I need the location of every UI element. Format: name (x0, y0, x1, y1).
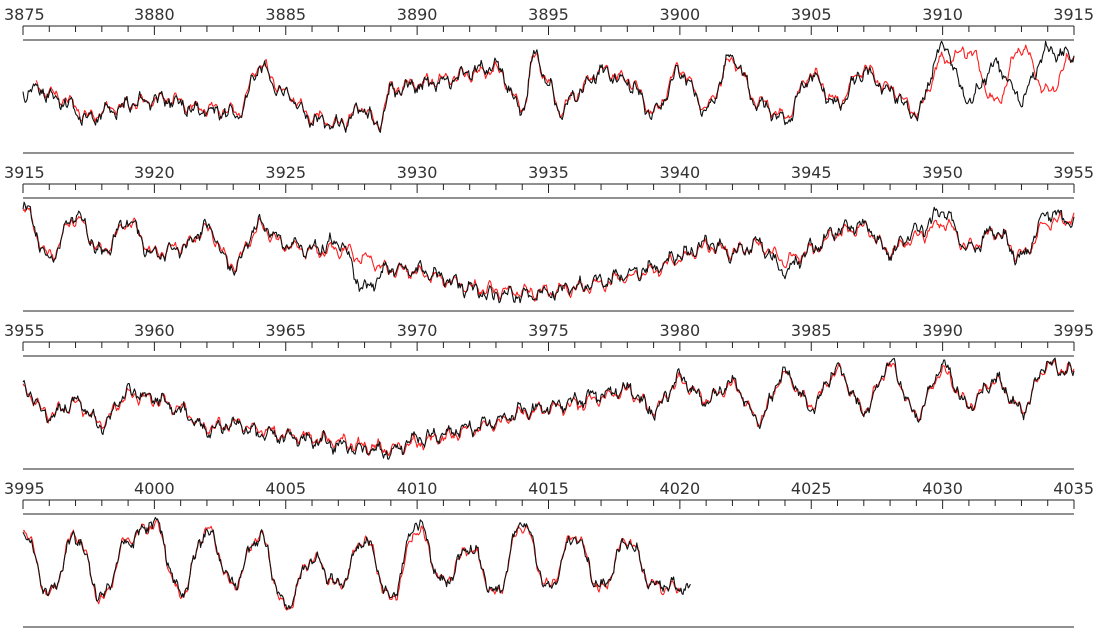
tick-label: 3995 (4, 479, 45, 498)
tick-label: 3955 (1053, 163, 1094, 182)
tick-label: 3930 (397, 163, 438, 182)
panel-2: 3915 3920 3925 3930 3935 3940 3945 3950 3955 (4, 163, 1094, 312)
tick-label: 3970 (397, 321, 438, 340)
panel-4: 3995 4000 4005 4010 4015 4020 4025 4030 4035 (4, 479, 1094, 628)
tick-label: 3935 (528, 163, 569, 182)
tick-label: 3900 (660, 5, 701, 24)
tick-label: 3950 (922, 163, 963, 182)
tick-label: 4025 (791, 479, 832, 498)
panel-1: 3875 3880 3885 3890 3895 3900 3905 3910 3915 (4, 5, 1094, 154)
tick-label: 3945 (791, 163, 832, 182)
tick-label: 4005 (265, 479, 306, 498)
tick-label: 3985 (791, 321, 832, 340)
tick-label: 3960 (134, 321, 175, 340)
observed-spectrum-line (22, 40, 1075, 133)
tick-label: 4035 (1053, 479, 1094, 498)
model-spectrum-line (22, 359, 1075, 457)
tick-label: 4010 (397, 479, 438, 498)
model-spectrum-line (22, 518, 681, 611)
model-spectrum-line (22, 207, 1075, 302)
tick-label: 3990 (922, 321, 963, 340)
tick-label: 3980 (660, 321, 701, 340)
observed-spectrum-line (22, 516, 691, 610)
tick-label: 3885 (265, 5, 306, 24)
tick-label: 3915 (4, 163, 45, 182)
tick-label: 4020 (660, 479, 701, 498)
tick-label: 4030 (922, 479, 963, 498)
tick-label: 3920 (134, 163, 175, 182)
tick-label: 3995 (1053, 321, 1094, 340)
panel-3: 3955 3960 3965 3970 3975 3980 3985 3990 3995 (4, 321, 1094, 470)
observed-spectrum-line (22, 357, 1075, 460)
tick-label: 3895 (528, 5, 569, 24)
tick-label: 3905 (791, 5, 832, 24)
tick-label: 4015 (528, 479, 569, 498)
tick-label: 3875 (4, 5, 45, 24)
tick-label: 3910 (922, 5, 963, 24)
tick-label: 3925 (265, 163, 306, 182)
tick-label: 3940 (660, 163, 701, 182)
tick-label: 3915 (1053, 5, 1094, 24)
tick-label: 3955 (4, 321, 45, 340)
tick-label: 4000 (134, 479, 175, 498)
observed-spectrum-line (22, 201, 1075, 304)
tick-label: 3880 (134, 5, 175, 24)
tick-label: 3975 (528, 321, 569, 340)
tick-label: 3890 (397, 5, 438, 24)
tick-label: 3965 (265, 321, 306, 340)
